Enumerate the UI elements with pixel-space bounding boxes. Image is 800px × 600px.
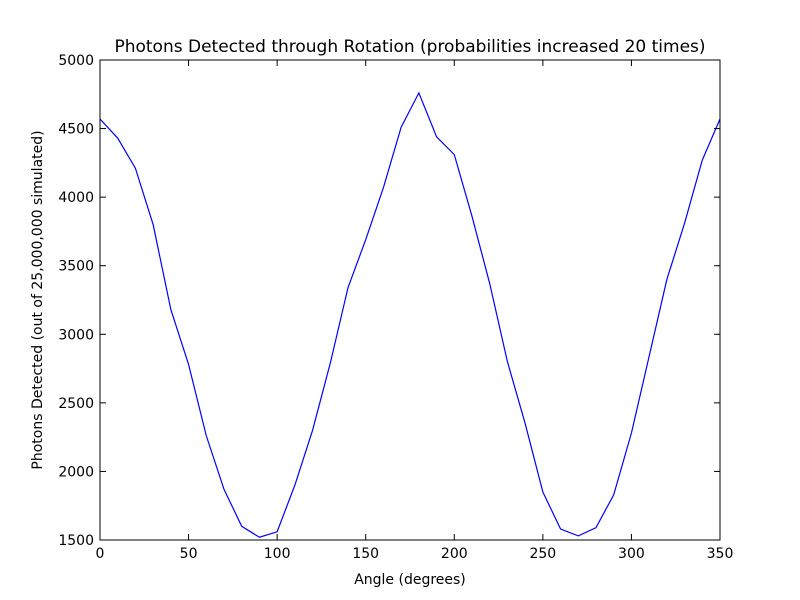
x-tick-label: 150	[352, 546, 379, 562]
y-tick-label: 2500	[58, 396, 94, 412]
y-tick-label: 2000	[58, 464, 94, 480]
plot-frame	[99, 59, 721, 541]
y-tick-label: 4500	[58, 122, 94, 138]
x-tick-label: 300	[618, 546, 645, 562]
y-tick-label: 3000	[58, 327, 94, 343]
x-tick-label: 50	[180, 546, 198, 562]
x-tick-label: 0	[96, 546, 105, 562]
x-tick-label: 100	[264, 546, 291, 562]
x-tick-label: 250	[529, 546, 556, 562]
y-tick-label: 3500	[58, 259, 94, 275]
x-tick-label: 350	[707, 546, 734, 562]
x-axis-label: Angle (degrees)	[354, 572, 466, 588]
series-line	[99, 91, 721, 538]
series-layer	[99, 91, 721, 538]
y-tick-label: 5000	[58, 53, 94, 69]
x-tick-label: 200	[441, 546, 468, 562]
y-axis-label: Photons Detected (out of 25,000,000 simu…	[30, 130, 46, 469]
y-tick-label: 1500	[58, 533, 94, 549]
ticks-layer: 0 50 100 150 200 250 300 350 1500 2000 2500 3000 350…	[58, 53, 733, 562]
chart-title: Photons Detected through Rotation (proba…	[114, 37, 705, 57]
y-tick-label: 4000	[58, 190, 94, 206]
